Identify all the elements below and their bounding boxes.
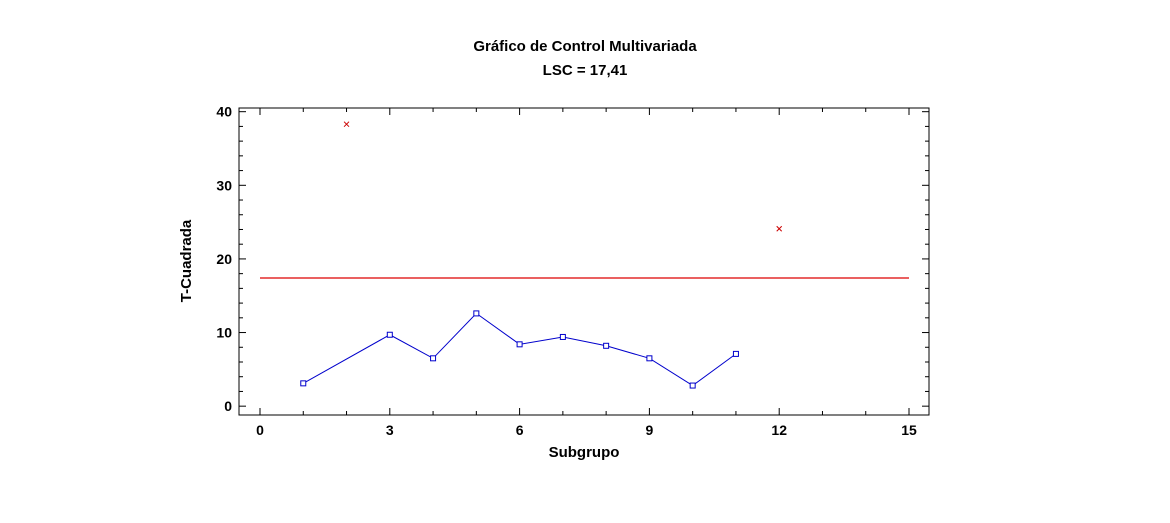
x-tick-label: 12 (771, 422, 787, 438)
chart-subtitle: LSC = 17,41 (542, 62, 628, 79)
y-tick-label: 0 (224, 398, 232, 414)
data-point (603, 342, 610, 349)
data-point (732, 350, 739, 357)
tick-labels: 0 3 6 9 12 15 0 10 20 30 40 (216, 104, 917, 438)
out-of-control-point (776, 225, 783, 232)
out-of-control-point (343, 121, 350, 128)
x-tick-label: 9 (646, 422, 654, 438)
data-points (300, 310, 739, 389)
x-tick-label: 3 (386, 422, 394, 438)
y-axis-title: T-Cuadrada (178, 219, 195, 302)
data-point (559, 333, 566, 340)
x-tick-label: 6 (516, 422, 524, 438)
out-of-control-points (343, 121, 783, 232)
ooc-stroke (776, 225, 783, 232)
y-tick-label: 10 (216, 325, 232, 341)
series-line (303, 312, 737, 387)
axis-ticks (239, 108, 929, 415)
plot-frame (238, 107, 930, 416)
x-tick-label: 15 (901, 422, 917, 438)
y-tick-label: 30 (216, 177, 232, 193)
ooc-stroke (343, 121, 350, 128)
data-point (473, 310, 480, 317)
data-point (300, 380, 307, 387)
data-point (646, 355, 653, 362)
y-tick-label: 20 (216, 251, 232, 267)
y-tick-label: 40 (216, 104, 232, 120)
data-point (386, 331, 393, 338)
x-axis-title: Subgrupo (549, 444, 620, 461)
chart-title: Gráfico de Control Multivariada (473, 38, 697, 55)
data-point (430, 355, 437, 362)
data-point (516, 341, 523, 348)
x-tick-label: 0 (256, 422, 264, 438)
data-point (689, 382, 696, 389)
